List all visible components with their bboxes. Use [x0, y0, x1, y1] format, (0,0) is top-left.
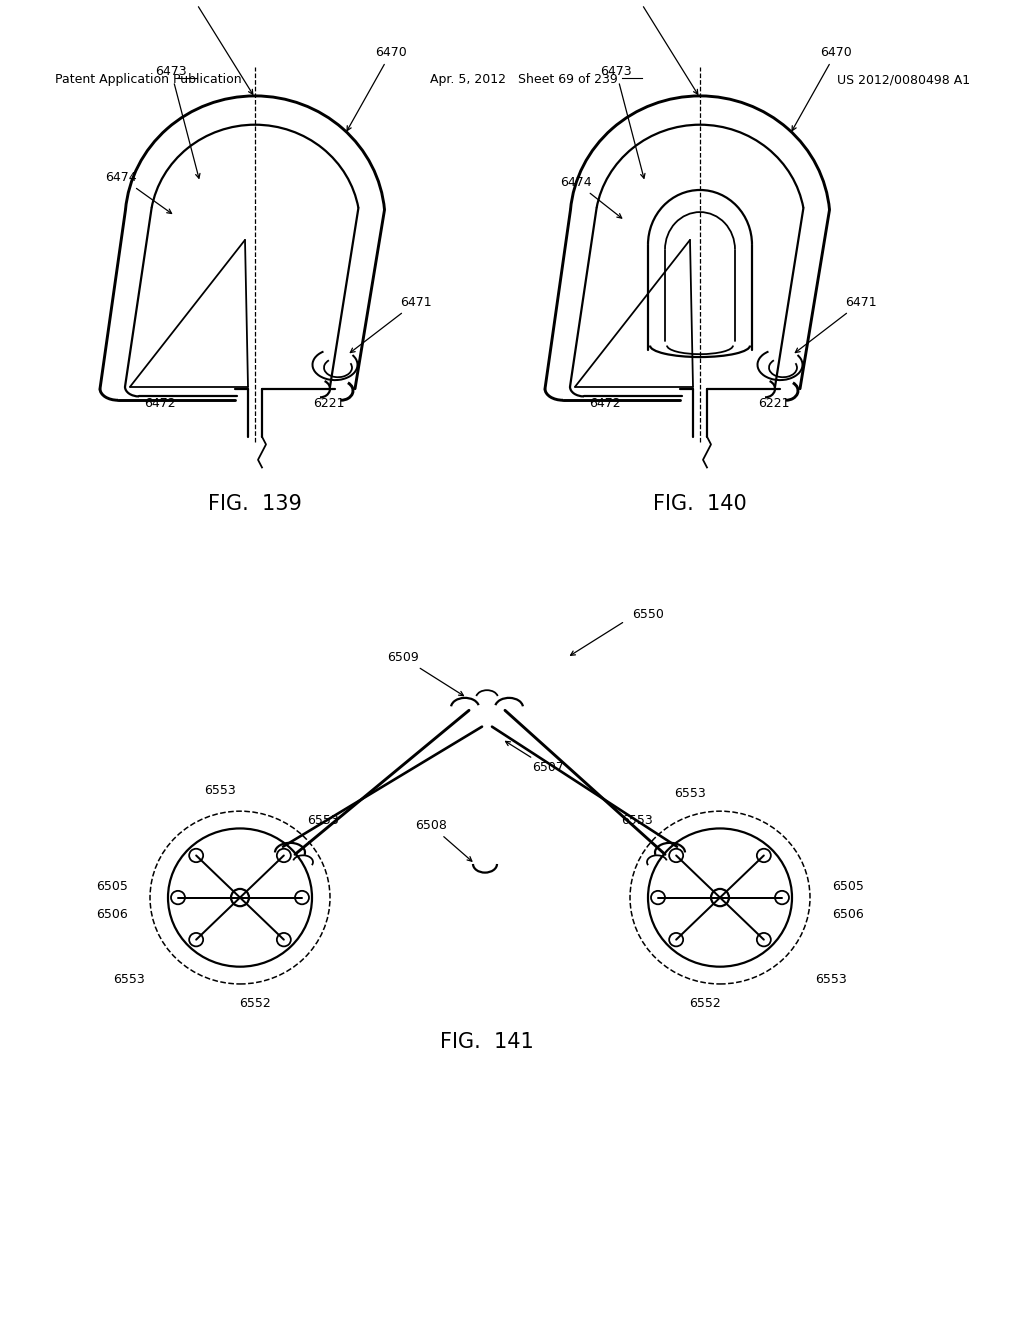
Text: 6221: 6221	[313, 396, 344, 409]
Text: 6473: 6473	[156, 66, 200, 178]
Text: 6553: 6553	[204, 784, 236, 797]
Text: 6479: 6479	[621, 0, 697, 94]
Text: Apr. 5, 2012   Sheet 69 of 239: Apr. 5, 2012 Sheet 69 of 239	[430, 73, 617, 86]
Text: 6550: 6550	[632, 607, 664, 620]
Text: 6505: 6505	[831, 879, 864, 892]
Text: 6508: 6508	[415, 820, 472, 861]
Text: US 2012/0080498 A1: US 2012/0080498 A1	[837, 73, 970, 86]
Text: 6474: 6474	[560, 176, 622, 218]
Text: 6221: 6221	[758, 396, 790, 409]
Text: 6471: 6471	[350, 296, 432, 352]
Text: 6471: 6471	[796, 296, 877, 352]
Text: 6553: 6553	[622, 814, 653, 828]
Text: 6552: 6552	[240, 998, 271, 1010]
Text: 6506: 6506	[96, 908, 128, 921]
Text: 6470: 6470	[347, 46, 407, 131]
Text: 6479: 6479	[175, 0, 253, 94]
Text: 6472: 6472	[144, 396, 176, 409]
Text: 6505: 6505	[96, 879, 128, 892]
Text: 6507: 6507	[506, 742, 564, 775]
Text: 6553: 6553	[114, 973, 145, 986]
Text: 6472: 6472	[589, 396, 621, 409]
Text: 6470: 6470	[792, 46, 852, 131]
Text: 6509: 6509	[387, 651, 464, 696]
Text: FIG.  141: FIG. 141	[440, 1031, 534, 1052]
Text: 6473: 6473	[600, 66, 645, 178]
Text: FIG.  140: FIG. 140	[653, 494, 746, 513]
Text: FIG.  139: FIG. 139	[208, 494, 302, 513]
Text: 6553: 6553	[815, 973, 847, 986]
Text: 6553: 6553	[674, 787, 706, 800]
Text: 6474: 6474	[105, 172, 172, 214]
Text: 6506: 6506	[831, 908, 864, 921]
Text: Patent Application Publication: Patent Application Publication	[55, 73, 242, 86]
Text: 6553: 6553	[307, 814, 339, 828]
Text: 6552: 6552	[689, 998, 721, 1010]
